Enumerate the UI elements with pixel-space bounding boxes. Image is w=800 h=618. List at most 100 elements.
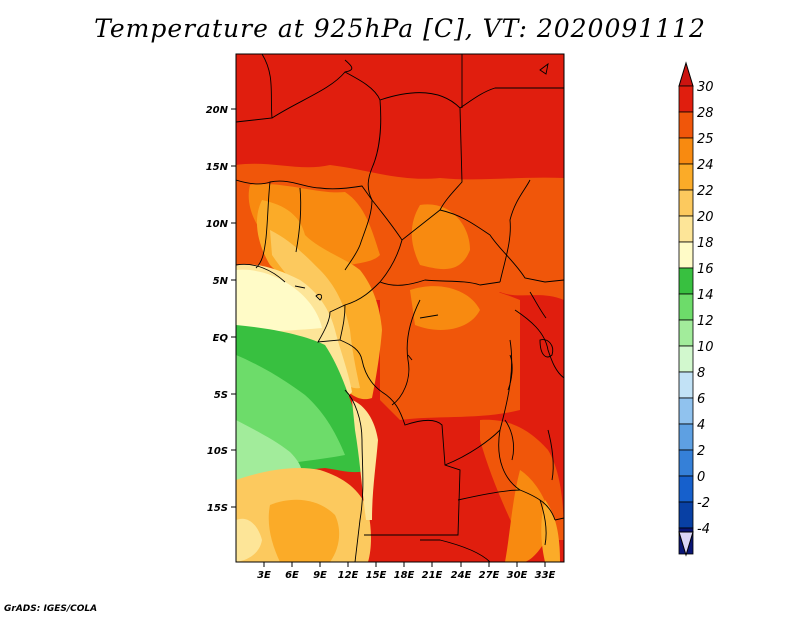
lon-label-12e: 12E: [338, 570, 359, 581]
border: [498, 339, 521, 491]
border: [317, 304, 346, 343]
colorbar-label: 30: [697, 80, 714, 95]
lat-label-10s: 10S: [207, 446, 228, 457]
border: [344, 59, 353, 73]
colorbar-label: 4: [697, 418, 705, 433]
border: [457, 489, 556, 521]
grads-credit: GrADS: IGES/COLA: [4, 604, 98, 614]
colorbar-label: 22: [697, 184, 714, 199]
colorbar-segment: [678, 137, 694, 165]
colorbar-label: 0: [697, 470, 705, 485]
colorbar-segment: [678, 111, 694, 139]
field-18-coast: [236, 269, 322, 332]
colorbar-segment: [678, 475, 694, 503]
lon-tick-labels: 3E 6E 9E 12E 15E 18E 21E 24E 27E 30E 33E: [257, 570, 555, 581]
lon-label-3e: 3E: [257, 570, 271, 581]
river: [419, 314, 439, 319]
lon-tick-marks: [263, 562, 546, 567]
colorbar-label: 10: [697, 340, 714, 355]
lon-label-21e: 21E: [422, 570, 443, 581]
map-frame: [235, 53, 565, 563]
colorbar-segment: [678, 345, 694, 373]
colorbar-segment: [678, 319, 694, 347]
coastline: [294, 285, 306, 289]
field-24-25-west: [248, 183, 380, 270]
map-title: Temperature at 925hPa [C], VT: 202009111…: [94, 14, 706, 43]
colorbar-segment: [678, 501, 694, 529]
lake: [507, 354, 513, 391]
lon-label-18e: 18E: [394, 570, 415, 581]
colorbar-label: -4: [697, 522, 710, 537]
border: [255, 181, 271, 269]
border: [271, 71, 382, 201]
border: [420, 539, 491, 562]
colorbar-label: 18: [697, 236, 714, 251]
colorbar-segment: [678, 163, 694, 191]
border: [339, 339, 383, 393]
lake: [539, 339, 554, 358]
field-angola-coast: [352, 400, 378, 520]
colorbar-segment: [678, 85, 694, 113]
field-28-30-north: [236, 90, 564, 175]
lon-label-9e: 9E: [313, 570, 327, 581]
colorbar-label: 14: [697, 288, 714, 303]
border: [236, 179, 373, 271]
colorbar-label: 16: [697, 262, 714, 277]
border: [459, 87, 564, 109]
coastline: [344, 389, 364, 562]
lon-label-30e: 30E: [507, 570, 528, 581]
colorbar-label: 25: [697, 132, 714, 147]
lat-tick-labels: 20N 15N 10N 5N EQ 5S 10S 15S: [206, 105, 229, 514]
lat-label-5s: 5S: [214, 390, 228, 401]
field-22-24-southeast: [541, 500, 560, 562]
border: [364, 391, 461, 536]
border: [379, 92, 463, 211]
colorbar-label: 8: [697, 366, 705, 381]
lon-label-6e: 6E: [285, 570, 299, 581]
lat-label-eq: EQ: [213, 333, 229, 344]
lat-label-15s: 15S: [207, 503, 228, 514]
colorbar-segment: [678, 397, 694, 425]
field-24-25-center: [410, 286, 480, 330]
colorbar-label: 28: [697, 106, 714, 121]
border: [514, 309, 564, 379]
coastline: [539, 62, 549, 75]
colorbar-segment: [678, 189, 694, 217]
border: [379, 279, 501, 286]
border: [371, 199, 564, 283]
lat-label-10n: 10N: [206, 219, 229, 230]
lake: [547, 429, 554, 481]
colorbar-segment: [678, 215, 694, 243]
border: [539, 499, 547, 546]
colorbar-segment: [678, 293, 694, 321]
field-24-25-southeast: [505, 470, 552, 562]
river: [407, 354, 413, 361]
lake: [504, 419, 515, 461]
field-22-24-south: [268, 499, 340, 562]
border: [554, 517, 564, 521]
lon-label-33e: 33E: [535, 570, 556, 581]
colorbar-label: -2: [697, 496, 710, 511]
lon-label-15e: 15E: [366, 570, 387, 581]
border: [529, 291, 547, 319]
lon-label-27e: 27E: [479, 570, 500, 581]
border: [391, 299, 421, 406]
field-18-20-south: [236, 518, 262, 562]
country-borders: [236, 54, 564, 562]
colorbar-label: 20: [697, 210, 714, 225]
lon-label-24e: 24E: [451, 570, 472, 581]
island: [315, 293, 323, 301]
lat-label-20n: 20N: [206, 105, 229, 116]
border: [295, 187, 302, 253]
colorbar-segment: [678, 449, 694, 477]
colorbar-segments: [678, 85, 694, 555]
colorbar-over-triangle: [678, 61, 694, 87]
colorbar-segment: [678, 241, 694, 269]
colorbar-segment: [678, 371, 694, 399]
colorbar-under-triangle: [678, 531, 694, 557]
border: [444, 429, 501, 466]
colorbar-label: 6: [697, 392, 705, 407]
lat-label-5n: 5N: [213, 276, 229, 287]
border: [499, 179, 531, 283]
